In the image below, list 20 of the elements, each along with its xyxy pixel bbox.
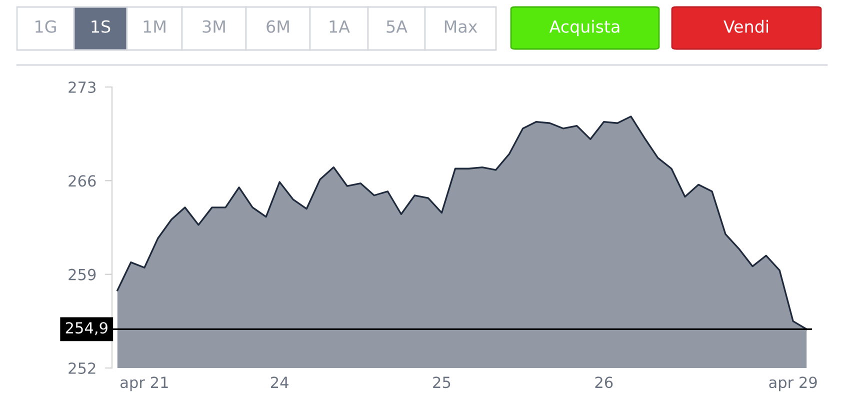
text: 1S xyxy=(92,20,110,33)
y-tick-label: 273 xyxy=(68,81,96,94)
text: 1M xyxy=(144,20,166,33)
text: 6M xyxy=(266,20,289,33)
text: 1A xyxy=(330,20,350,33)
y-tick-label: 252 xyxy=(68,362,96,374)
x-tick-label: 26 xyxy=(595,376,613,388)
ref-line-label: 254,9 xyxy=(66,322,108,336)
text: 5A xyxy=(386,20,408,33)
x-tick-label: apr 21 xyxy=(120,376,168,392)
text: Max xyxy=(444,20,478,33)
text: Vendi xyxy=(724,20,768,33)
x-tick-label: 24 xyxy=(270,376,288,388)
text: 3M xyxy=(202,20,225,33)
y-tick-label: 266 xyxy=(68,175,96,187)
text: 1G xyxy=(36,20,56,33)
y-tick-label: 259 xyxy=(68,268,96,280)
x-tick-label: 25 xyxy=(433,376,450,388)
x-tick-label: apr 29 xyxy=(769,376,817,392)
text: Acquista xyxy=(549,20,620,36)
